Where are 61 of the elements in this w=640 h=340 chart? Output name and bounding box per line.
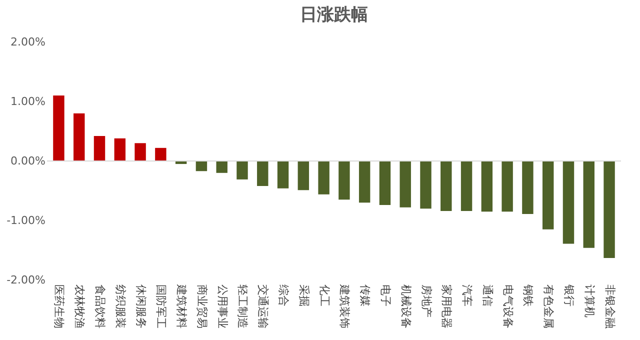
x-tick-label: 银行 bbox=[562, 284, 576, 306]
x-tick-label: 通信 bbox=[480, 284, 494, 306]
bar bbox=[460, 161, 472, 211]
x-tick-label: 房地产 bbox=[420, 284, 433, 318]
bar bbox=[379, 161, 391, 206]
bar bbox=[134, 143, 146, 161]
bar bbox=[358, 161, 370, 203]
x-tick-label: 纺织服装 bbox=[114, 284, 127, 328]
x-tick-label: 农林牧渔 bbox=[73, 284, 86, 328]
x-tick-label: 电气设备 bbox=[501, 284, 514, 328]
bar bbox=[583, 161, 594, 248]
bar bbox=[338, 161, 350, 200]
bar bbox=[440, 161, 452, 211]
x-tick-label: 建筑装饰 bbox=[338, 284, 352, 328]
y-tick-label: -1.00% bbox=[6, 214, 46, 227]
x-tick-label: 电子 bbox=[378, 284, 392, 306]
y-tick-label: -2.00% bbox=[6, 274, 46, 286]
x-tick-label: 钢铁 bbox=[522, 284, 535, 306]
x-tick-label: 化工 bbox=[318, 284, 331, 306]
x-tick-label: 交通运输 bbox=[256, 284, 270, 328]
bar bbox=[298, 161, 310, 190]
y-tick-label: 1.00% bbox=[10, 95, 46, 108]
x-tick-label: 商业贸易 bbox=[195, 284, 208, 328]
x-tick-label: 休闲服务 bbox=[134, 284, 148, 328]
x-tick-label: 传媒 bbox=[358, 284, 372, 306]
x-tick-label: 有色金属 bbox=[542, 284, 556, 328]
y-tick-label: 0.00% bbox=[10, 154, 46, 168]
bar bbox=[74, 113, 85, 161]
x-tick-label: 家用电器 bbox=[440, 284, 454, 328]
x-tick-label: 医药生物 bbox=[52, 284, 66, 328]
bar bbox=[236, 161, 248, 180]
bar bbox=[481, 161, 493, 212]
chart-title: 日涨跌幅 bbox=[300, 5, 368, 25]
x-tick-label: 公用事业 bbox=[216, 284, 229, 328]
x-tick-label: 轻工制造 bbox=[236, 284, 250, 328]
bar bbox=[216, 161, 228, 173]
x-tick-label: 计算机 bbox=[582, 284, 596, 318]
x-tick-label: 机械设备 bbox=[399, 284, 412, 328]
bar bbox=[420, 161, 432, 209]
bar bbox=[53, 96, 64, 161]
bar bbox=[155, 148, 166, 161]
bar bbox=[257, 161, 268, 186]
bar bbox=[277, 161, 289, 188]
y-tick-label: 2.00% bbox=[10, 36, 46, 48]
bar bbox=[522, 161, 534, 214]
x-tick-label: 食品饮料 bbox=[94, 284, 107, 328]
bar bbox=[94, 136, 106, 161]
x-tick-label: 建筑材料 bbox=[175, 284, 188, 328]
bar bbox=[114, 138, 126, 161]
bar bbox=[562, 161, 574, 244]
bar bbox=[196, 161, 208, 172]
bar bbox=[604, 161, 615, 258]
x-tick-label: 采掘 bbox=[297, 284, 310, 306]
x-tick-label: 非银金融 bbox=[603, 284, 616, 328]
bar bbox=[318, 161, 330, 194]
x-tick-label: 汽车 bbox=[460, 284, 474, 306]
x-tick-label: 综合 bbox=[277, 284, 290, 306]
bar bbox=[502, 161, 513, 212]
bar bbox=[400, 161, 411, 208]
x-tick-label: 国防军工 bbox=[154, 284, 168, 328]
bar bbox=[542, 161, 554, 230]
